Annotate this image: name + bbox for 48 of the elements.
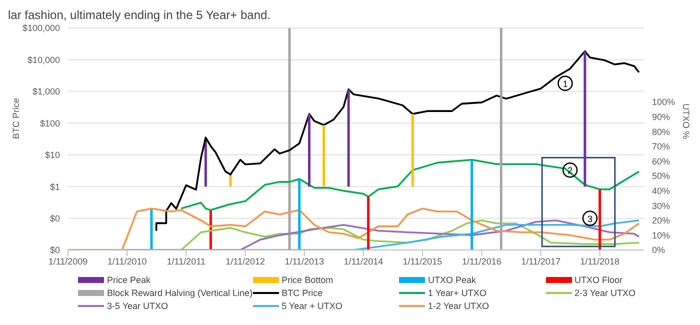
y-tick-label: $10 [44,150,60,160]
y-tick-label: $10,000 [27,54,60,65]
x-tick-label: 1/11/2011 [166,256,206,266]
y-axis-title: BTC Price [11,98,22,139]
y2-tick-label: 50% [652,171,670,182]
x-tick-label: 1/11/2009 [48,256,88,266]
y2-tick-label: 80% [652,126,670,137]
legend-label: UTXO Floor [574,275,623,285]
x-tick-label: 1/11/2018 [580,256,620,266]
y-tick-label: $1,000 [32,86,60,97]
x-tick-label: 1/11/2015 [402,256,442,266]
y2-tick-label: 100% [652,97,676,108]
y2-tick-label: 30% [652,200,670,211]
x-tick-label: 1/11/2013 [284,256,324,266]
y-tick-label: $0 [50,213,60,224]
y2-tick-label: 10% [652,230,670,240]
y2-axis-title: UTXO % [680,103,691,139]
legend-label: 3-5 Year UTXO [107,301,168,311]
y2-tick-label: 0% [652,245,666,256]
y2-tick-label: 60% [652,156,670,166]
y2-tick-label: 90% [652,112,670,122]
x-tick-label: 1/11/2010 [107,256,147,266]
x-tick-label: 1/11/2014 [344,256,384,266]
legend-label: Price Bottom [282,275,334,285]
y-tick-label: $100 [40,118,60,128]
legend-label: Block Reward Halving (Vertical Line) [107,288,253,298]
line-series [180,158,640,211]
legend-label: Price Peak [107,275,151,285]
y2-tick-label: 40% [652,186,670,196]
y-tick-label: $1 [50,182,60,192]
line-series [68,208,640,250]
x-tick-label: 1/11/2016 [462,256,502,266]
y-tick-label: $0 [50,245,60,256]
x-tick-label: 1/11/2012 [226,256,266,266]
legend-label: 2-3 Year UTXO [574,288,636,298]
annotation: 3 [587,214,592,224]
y-tick-label: $100,000 [22,23,60,34]
y2-tick-label: 20% [652,216,670,226]
chart-title: lar fashion, ultimately ending in the 5 Year+ band. [8,8,272,24]
legend-label: BTC Price [282,288,323,298]
line-series [155,50,640,232]
legend-label: UTXO Peak [428,275,476,285]
annotation: 1 [562,78,568,89]
legend-label: 5 Year + UTXO [282,301,342,311]
x-tick-label: 1/11/2017 [521,256,560,266]
legend-label: 1-2 Year UTXO [428,301,490,311]
legend-label: 1 Year+ UTXO [428,288,486,298]
y2-tick-label: 70% [652,142,670,152]
